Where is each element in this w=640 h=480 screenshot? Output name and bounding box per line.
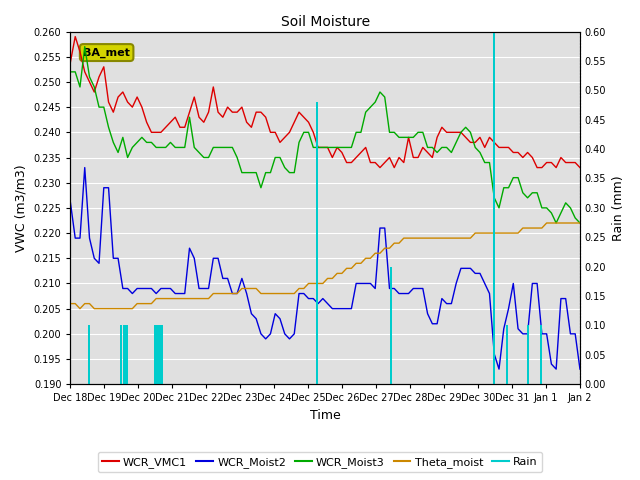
Bar [159, 325, 161, 384]
Y-axis label: VWC (m3/m3): VWC (m3/m3) [15, 164, 28, 252]
Legend: WCR_VMC1, WCR_Moist2, WCR_Moist3, Theta_moist, Rain: WCR_VMC1, WCR_Moist2, WCR_Moist3, Theta_… [97, 452, 543, 472]
Bar [123, 325, 125, 384]
Bar [316, 102, 317, 384]
Bar [493, 32, 495, 384]
Bar [506, 325, 508, 384]
Text: BA_met: BA_met [83, 48, 130, 58]
Title: Soil Moisture: Soil Moisture [281, 15, 370, 29]
X-axis label: Time: Time [310, 409, 340, 422]
Bar [156, 325, 158, 384]
Y-axis label: Rain (mm): Rain (mm) [612, 175, 625, 240]
Bar [154, 325, 156, 384]
Bar [120, 325, 122, 384]
Bar [88, 325, 90, 384]
Bar [390, 267, 392, 384]
Bar [125, 325, 127, 384]
Bar [161, 325, 163, 384]
Bar [527, 325, 529, 384]
Bar [540, 325, 542, 384]
